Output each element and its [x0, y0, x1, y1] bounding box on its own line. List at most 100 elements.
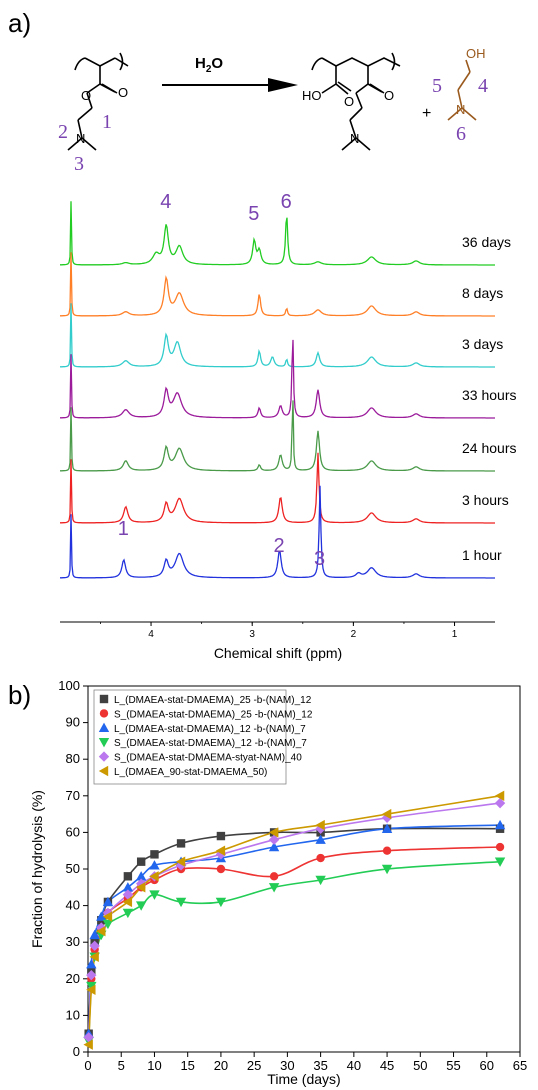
kin-legend-marker-1	[99, 709, 109, 718]
kin-legend-label-3: S_(DMAEA-stat-DMAEMA)_12 -b-(NAM)_7	[114, 738, 307, 749]
kin-point-5	[381, 808, 392, 820]
kin-y-tick-label: 50	[66, 861, 80, 876]
kin-legend-label-0: L_(DMAEA-stat-DMAEMA)_25 -b-(NAM)_12	[114, 695, 312, 706]
kin-point-5	[175, 856, 186, 867]
kin-point-3	[149, 890, 160, 900]
kin-point-4	[83, 1032, 94, 1043]
kin-point-2	[89, 929, 100, 940]
kin-point-2	[381, 823, 393, 833]
kin-point-1	[216, 864, 226, 874]
reactant-structure	[67, 52, 129, 151]
nmr-x-tick-label: 4	[148, 629, 154, 640]
kin-point-3	[381, 864, 393, 875]
kin-point-4	[122, 889, 134, 900]
kin-x-tick-label: 65	[513, 1058, 527, 1073]
kin-legend-label-4: S_(DMAEA-stat-DMAEMA-styat-NAM)_40	[114, 753, 302, 764]
nmr-x-tick-label: 2	[351, 629, 357, 640]
product-o: O	[344, 94, 354, 109]
panel-label-a: a)	[8, 8, 32, 38]
kin-y-tick-label: 90	[66, 715, 80, 730]
kin-x-tick-label: 40	[347, 1058, 361, 1073]
panel-label-b: b)	[8, 680, 32, 710]
kin-point-2	[135, 871, 147, 881]
kin-point-0	[136, 857, 146, 866]
nmr-trace-1	[60, 252, 495, 317]
nmr-trace-label-3: 33 hours	[462, 387, 516, 403]
kin-point-0	[216, 831, 226, 841]
kin-x-tick-label: 15	[180, 1058, 194, 1073]
kin-point-5	[315, 819, 325, 831]
nmr-peak-label-2: 2	[274, 535, 285, 557]
nmr-x-tick-label: 1	[452, 629, 458, 640]
kin-point-3	[135, 901, 147, 911]
kin-x-tick-label: 5	[118, 1058, 125, 1073]
kin-point-5	[102, 911, 113, 922]
nmr-trace-2	[60, 303, 495, 368]
kin-point-2	[96, 911, 107, 921]
kin-y-tick-label: 80	[66, 751, 80, 766]
kin-legend-marker-0	[99, 694, 109, 704]
nmr-trace-label-4: 24 hours	[462, 440, 516, 456]
nmr-trace-label-5: 3 hours	[462, 492, 509, 508]
kin-fit-0	[87, 827, 501, 1034]
kin-legend-marker-2	[98, 722, 110, 732]
kin-point-1	[495, 842, 505, 852]
nmr-peak-label-5: 5	[248, 203, 259, 225]
kin-x-tick-label: 45	[380, 1058, 394, 1073]
kin-point-5	[149, 871, 159, 882]
kin-y-tick-label: 20	[66, 971, 80, 986]
kin-point-5	[122, 896, 133, 908]
alcohol-oh: OH	[466, 46, 486, 61]
kin-x-tick-label: 30	[280, 1058, 294, 1073]
kin-legend-label-5: L_(DMAEA_90-stat-DMAEMA_50)	[114, 767, 267, 778]
nmr-x-axis-label: Chemical shift (ppm)	[214, 645, 342, 661]
kin-point-2	[268, 841, 280, 852]
kin-x-tick-label: 10	[147, 1058, 161, 1073]
reaction-scheme: O O N 1 2 3 H2O HO O O N + OH	[58, 46, 488, 175]
nmr-spectra-chart: 36 days 8 days 3 days 33 hours 24 hours 3 hou…	[60, 191, 516, 661]
kin-legend-marker-3	[98, 738, 110, 748]
nmr-peak-label-3: 3	[314, 548, 325, 570]
kin-point-4	[315, 823, 326, 834]
reaction-arrow-head	[268, 78, 298, 92]
nmr-x-tick-label: 3	[249, 629, 255, 640]
label-3-scheme: 3	[74, 153, 84, 175]
reactant-n: N	[76, 131, 85, 146]
label-1-scheme: 1	[102, 111, 112, 133]
kin-point-3	[122, 908, 134, 919]
kin-x-tick-label: 0	[84, 1058, 91, 1073]
kin-point-3	[175, 897, 187, 908]
label-6-scheme: 6	[456, 123, 466, 145]
kin-y-axis-label: Fraction of hydrolysis (%)	[29, 790, 45, 948]
product-n: N	[350, 131, 359, 146]
kin-point-0	[123, 872, 133, 881]
kin-point-2	[86, 958, 97, 969]
kin-point-3	[494, 857, 506, 867]
nmr-trace-5	[60, 452, 495, 524]
nmr-trace-0	[60, 201, 495, 266]
kin-point-3	[215, 897, 227, 908]
kin-point-3	[102, 919, 114, 930]
kin-point-5	[215, 845, 226, 856]
nmr-trace-label-6: 1 hour	[462, 547, 502, 563]
kin-y-tick-label: 10	[66, 1007, 80, 1022]
kin-point-3	[268, 883, 280, 893]
nmr-peak-label-6: 6	[281, 191, 292, 213]
nmr-trace-label-0: 36 days	[462, 234, 511, 250]
kin-point-0	[176, 839, 186, 848]
reactant-o2: O	[81, 88, 91, 103]
kin-point-2	[122, 882, 134, 892]
kin-point-5	[83, 1039, 93, 1050]
nmr-peak-label-4: 4	[160, 191, 171, 213]
kin-point-1	[316, 853, 325, 863]
kin-point-4	[86, 969, 97, 981]
kin-y-tick-label: 60	[66, 824, 80, 839]
kin-point-4	[494, 797, 506, 809]
reactant-o: O	[118, 85, 128, 100]
kin-point-3	[315, 875, 326, 886]
kin-fit-4	[87, 802, 501, 1038]
kin-point-5	[268, 827, 279, 838]
label-5-scheme: 5	[432, 75, 442, 97]
kin-point-5	[135, 882, 146, 893]
kin-point-5	[89, 951, 99, 963]
